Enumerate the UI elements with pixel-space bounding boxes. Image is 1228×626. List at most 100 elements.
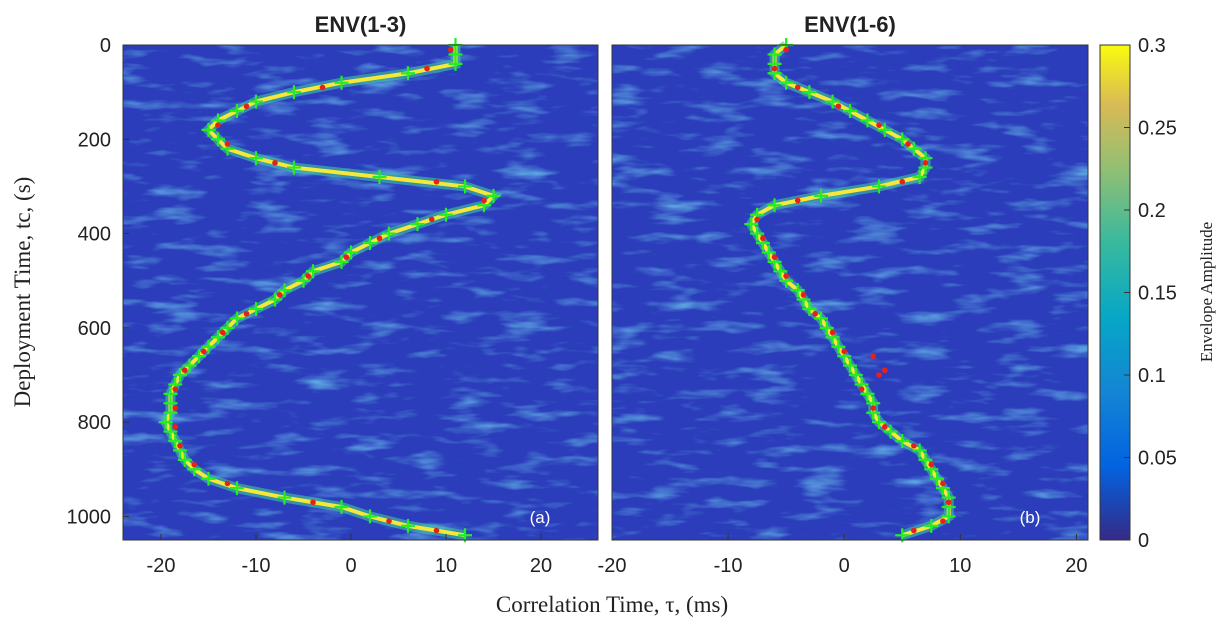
cross-marker: [287, 160, 301, 175]
dot-marker: [276, 292, 283, 298]
cross-marker: [761, 245, 776, 260]
cross-marker: [363, 509, 377, 524]
dot-marker: [376, 235, 383, 242]
y-tick-label: 0: [100, 35, 111, 57]
dot-marker: [754, 216, 760, 223]
dot-marker: [386, 518, 392, 524]
dot-marker: [243, 310, 250, 317]
dot-marker: [272, 160, 278, 166]
cross-marker: [192, 349, 206, 364]
cross-marker: [860, 386, 875, 401]
y-tick-label: 600: [78, 318, 111, 340]
cross-marker: [802, 85, 817, 100]
cross-marker: [843, 104, 857, 118]
cross-marker: [230, 481, 244, 496]
cross-marker: [163, 424, 178, 439]
cross-marker: [249, 302, 263, 316]
cross-marker: [439, 207, 453, 222]
dot-marker: [219, 329, 226, 336]
cross-marker: [306, 264, 320, 279]
dot-marker: [447, 46, 454, 53]
cross-marker: [802, 302, 817, 316]
dot-marker: [783, 273, 789, 279]
plot-frame: [122, 44, 599, 541]
y-tick-label: 1000: [67, 506, 112, 528]
panel-annotation: (a): [530, 508, 551, 527]
cross-marker: [334, 254, 349, 269]
cross-marker: [831, 339, 846, 354]
x-tick-label: 0: [345, 555, 356, 577]
x-tick-label: 10: [949, 555, 971, 577]
cross-marker: [158, 415, 173, 430]
x-tick-label: 0: [839, 555, 850, 577]
panel-annotation: (b): [1020, 508, 1041, 527]
colorbar-tick-label: 0.2: [1138, 200, 1166, 222]
cross-marker: [168, 434, 183, 448]
cross-marker: [287, 85, 301, 100]
cross-marker: [363, 236, 377, 250]
plot-frame: [611, 44, 1089, 541]
dot-marker: [177, 442, 183, 449]
dot-marker: [829, 329, 836, 336]
dot-marker: [945, 499, 952, 506]
chart-title: ENV(1-3): [315, 12, 407, 37]
y-axis-label: Deployment Time, tc, (s): [10, 177, 35, 408]
colorbar-tick-label: 0.25: [1138, 118, 1177, 140]
cross-marker: [744, 217, 759, 232]
colorbar-tick-label: 0.05: [1138, 448, 1177, 470]
dot-marker: [876, 122, 882, 128]
dot-marker: [172, 405, 179, 411]
heatmap-texture: [123, 45, 598, 540]
dot-marker: [922, 160, 929, 166]
cross-marker: [230, 311, 244, 326]
dot-marker: [224, 480, 231, 487]
cross-marker: [249, 151, 263, 166]
dot-marker: [794, 197, 801, 204]
cross-marker: [813, 188, 828, 203]
cross-marker: [877, 122, 892, 137]
dot-marker: [305, 273, 312, 279]
cross-marker: [177, 452, 192, 467]
cross-marker: [230, 104, 244, 118]
cross-marker: [883, 424, 898, 439]
y-tick-label: 800: [78, 412, 111, 434]
cross-marker: [448, 56, 463, 71]
colorbar-tick-label: 0.1: [1138, 365, 1166, 387]
cross-marker: [401, 66, 415, 81]
cross-marker: [872, 179, 887, 194]
x-tick-label: -10: [714, 555, 743, 577]
cross-marker: [941, 509, 956, 524]
cross-marker: [277, 283, 292, 298]
cross-marker: [773, 264, 788, 279]
cross-marker: [912, 443, 927, 458]
x-tick-label: -10: [242, 555, 271, 577]
cross-marker: [220, 320, 235, 335]
cross-marker: [860, 113, 875, 128]
cross-marker: [201, 122, 216, 137]
cross-marker: [173, 368, 187, 382]
cross-marker: [767, 198, 782, 213]
cross-marker: [813, 311, 828, 326]
x-tick-label: -20: [598, 555, 627, 577]
cross-marker: [277, 490, 292, 505]
dot-marker: [876, 372, 882, 378]
cross-marker: [918, 452, 933, 467]
cross-marker: [848, 368, 863, 382]
x-tick-label: 10: [435, 555, 457, 577]
cross-marker: [382, 226, 396, 241]
dot-marker: [812, 310, 818, 317]
dot-marker: [835, 103, 842, 110]
cross-marker: [296, 273, 311, 288]
colorbar-tick-label: 0.3: [1138, 35, 1166, 57]
dot-marker: [911, 527, 917, 534]
dot-marker: [200, 348, 207, 355]
cross-marker: [344, 245, 358, 260]
dot-marker: [191, 461, 198, 468]
dot-marker: [911, 442, 917, 449]
dot-marker: [800, 292, 807, 298]
y-tick-label: 200: [78, 129, 111, 151]
cross-marker: [486, 188, 501, 203]
dot-marker: [481, 197, 487, 204]
colorbar-tick-label: 0: [1138, 530, 1149, 552]
cross-marker: [458, 179, 472, 194]
